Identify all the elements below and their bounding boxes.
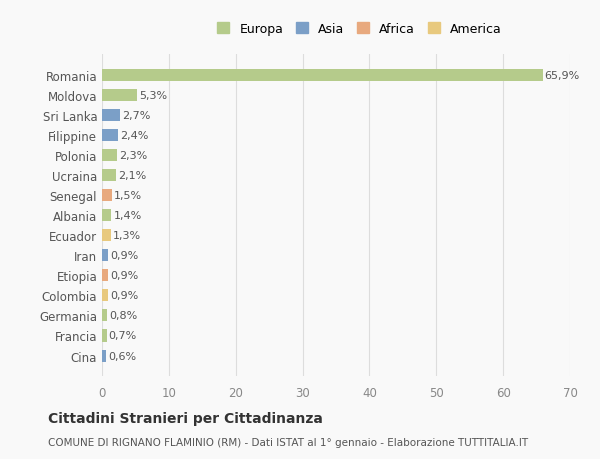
Text: 0,9%: 0,9% [110,271,138,281]
Bar [102,310,107,322]
Legend: Europa, Asia, Africa, America: Europa, Asia, Africa, America [217,23,502,36]
Bar [102,110,120,122]
Text: 0,6%: 0,6% [108,351,136,361]
Bar [102,230,110,242]
Bar [102,270,108,282]
Bar [102,210,112,222]
Bar [102,330,107,342]
Text: 65,9%: 65,9% [545,71,580,81]
Text: 1,4%: 1,4% [113,211,142,221]
Bar [102,190,112,202]
Text: 1,5%: 1,5% [114,191,142,201]
Bar [102,70,542,82]
Text: 2,4%: 2,4% [120,131,148,141]
Text: 0,9%: 0,9% [110,291,138,301]
Bar [102,170,116,182]
Bar [102,250,108,262]
Text: 2,1%: 2,1% [118,171,146,181]
Text: 5,3%: 5,3% [139,91,167,101]
Text: 0,9%: 0,9% [110,251,138,261]
Text: COMUNE DI RIGNANO FLAMINIO (RM) - Dati ISTAT al 1° gennaio - Elaborazione TUTTIT: COMUNE DI RIGNANO FLAMINIO (RM) - Dati I… [48,437,528,447]
Text: 2,7%: 2,7% [122,111,151,121]
Text: 2,3%: 2,3% [119,151,148,161]
Text: Cittadini Stranieri per Cittadinanza: Cittadini Stranieri per Cittadinanza [48,411,323,425]
Bar [102,130,118,142]
Text: 0,8%: 0,8% [109,311,137,321]
Bar [102,90,137,102]
Bar [102,150,118,162]
Text: 0,7%: 0,7% [109,331,137,341]
Bar [102,290,108,302]
Text: 1,3%: 1,3% [113,231,141,241]
Bar [102,350,106,362]
